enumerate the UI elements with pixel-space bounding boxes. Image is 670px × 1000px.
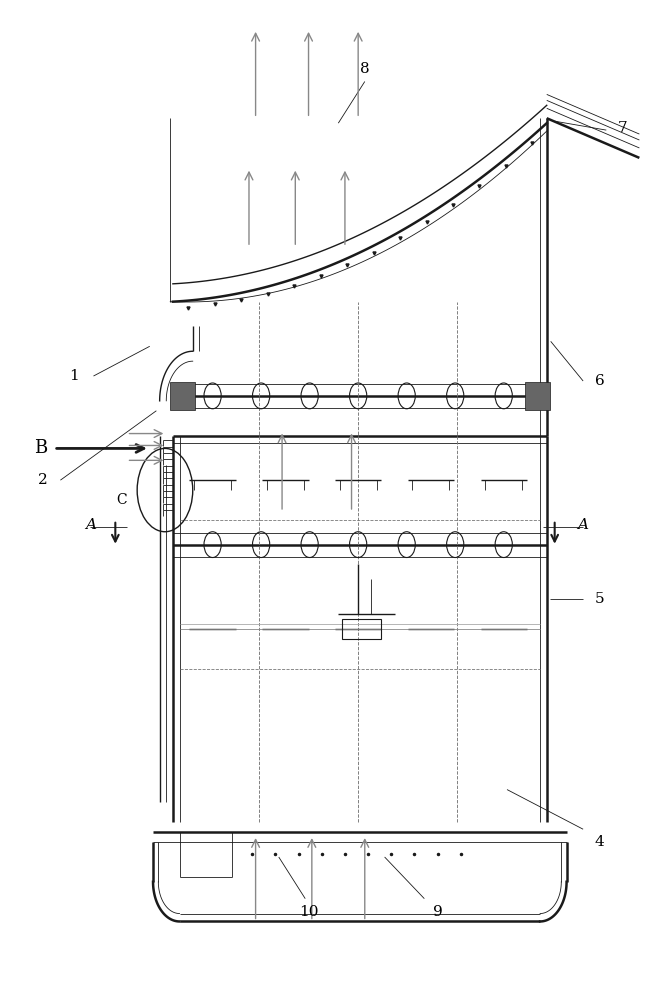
Text: 1: 1 <box>69 369 78 383</box>
Text: B: B <box>34 439 47 457</box>
Text: 5: 5 <box>595 592 604 606</box>
Text: 10: 10 <box>299 905 318 919</box>
Text: A: A <box>84 518 96 532</box>
Text: 6: 6 <box>595 374 604 388</box>
Text: A: A <box>578 518 589 532</box>
Text: 7: 7 <box>618 121 628 135</box>
Bar <box>525 382 550 410</box>
Bar <box>170 382 195 410</box>
Text: 8: 8 <box>360 62 370 76</box>
Bar <box>342 619 381 639</box>
Text: 4: 4 <box>595 835 604 849</box>
Text: 2: 2 <box>38 473 48 487</box>
Text: C: C <box>117 493 127 507</box>
Text: 9: 9 <box>433 905 442 919</box>
